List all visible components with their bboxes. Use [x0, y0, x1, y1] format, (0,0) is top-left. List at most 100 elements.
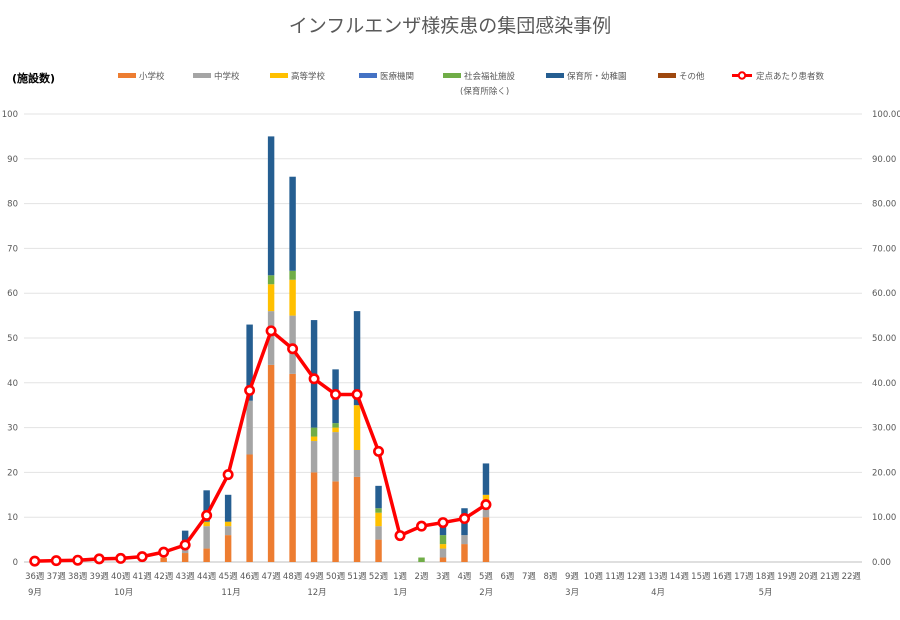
- bar-segment: [289, 279, 296, 316]
- bar-segment: [375, 539, 382, 562]
- legend-swatch: [359, 73, 377, 78]
- right-tick-label: 30.00: [872, 424, 896, 434]
- category-label: 9週: [565, 572, 579, 582]
- legend-label: 高等学校: [291, 71, 326, 82]
- legend-swatch: [193, 73, 211, 78]
- line-point: [136, 551, 148, 563]
- left-tick-label: 20: [7, 468, 18, 478]
- bar-segment: [289, 176, 296, 271]
- left-tick-label: 40: [7, 379, 18, 389]
- category-label: 6週: [501, 572, 515, 582]
- month-label: 9月: [28, 588, 42, 598]
- month-label: 12月: [307, 588, 326, 598]
- line-point: [351, 388, 363, 400]
- month-label: 10月: [114, 588, 133, 598]
- bar-segment: [375, 485, 382, 509]
- right-tick-label: 70.00: [872, 244, 896, 254]
- bar-segment: [310, 441, 318, 473]
- bar-segment: [332, 481, 339, 562]
- bar-segment: [203, 548, 210, 562]
- category-label: 40週: [111, 572, 131, 582]
- legend-line-marker: [737, 71, 747, 80]
- left-tick-label: 100: [2, 110, 18, 120]
- bar-segment: [289, 373, 296, 562]
- left-tick-label: 30: [7, 424, 18, 434]
- left-tick-label: 80: [7, 200, 18, 210]
- category-label: 37週: [47, 572, 67, 582]
- month-label: 1月: [393, 588, 407, 598]
- category-label: 18週: [756, 572, 776, 582]
- right-tick-label: 50.00: [872, 334, 896, 344]
- bar-segment: [246, 324, 253, 401]
- right-axis-ticks: 0.00 10.00 20.00 30.00 40.00 50.00 60.00 70.00 8…: [872, 110, 900, 568]
- bar-segment: [332, 423, 339, 428]
- bar-segment: [267, 311, 275, 365]
- bar-segment: [375, 508, 382, 513]
- line-point: [222, 469, 234, 481]
- category-label: 16週: [713, 572, 733, 582]
- bar-segment: [439, 535, 447, 545]
- category-label: 2週: [415, 572, 429, 582]
- left-tick-label: 70: [7, 244, 18, 254]
- line-point: [244, 384, 256, 396]
- bar-segment: [224, 521, 232, 527]
- bar-segment: [267, 136, 275, 276]
- bar-segment: [332, 432, 339, 482]
- bar-segment: [246, 400, 253, 455]
- legend-label: 中学校: [214, 71, 240, 82]
- category-label: 13週: [648, 572, 668, 582]
- month-label: 11月: [221, 588, 240, 598]
- line-point: [330, 388, 342, 400]
- left-axis-ticks: 0 10 20 30 40 50 60 70 80 90 100: [2, 110, 18, 568]
- bar-segment: [310, 472, 318, 562]
- legend-label: 小学校: [139, 71, 165, 82]
- category-label: 11週: [605, 572, 625, 582]
- bar-segment: [332, 427, 339, 433]
- category-label: 1週: [393, 572, 407, 582]
- legend-sub-note: (保育所除く): [460, 86, 509, 97]
- line-point: [394, 530, 406, 542]
- line-point: [179, 539, 191, 551]
- line-point: [437, 517, 449, 529]
- category-label: 22週: [842, 572, 862, 582]
- right-tick-label: 60.00: [872, 289, 896, 299]
- category-label: 48週: [283, 572, 303, 582]
- bar-segment: [353, 405, 361, 450]
- bar-segment: [203, 526, 210, 549]
- category-label: 4週: [458, 572, 472, 582]
- stacked-bars: [160, 136, 490, 562]
- bar-segment: [310, 436, 318, 442]
- bar-segment: [267, 275, 275, 285]
- category-label: 46週: [240, 572, 260, 582]
- bar-segment: [375, 512, 382, 527]
- right-tick-label: 90.00: [872, 155, 896, 165]
- left-tick-label: 50: [7, 334, 18, 344]
- right-tick-label: 20.00: [872, 468, 896, 478]
- bar-segment: [289, 270, 296, 280]
- category-label: 47週: [261, 572, 281, 582]
- legend-label: その他: [679, 71, 705, 82]
- line-point: [115, 552, 127, 564]
- left-axis-label: (施設数): [12, 71, 55, 85]
- legend-label: 社会福祉施設: [464, 71, 516, 82]
- category-label: 17週: [734, 572, 754, 582]
- category-label: 49週: [304, 572, 324, 582]
- line-series: [34, 329, 487, 563]
- month-label: 5月: [759, 588, 773, 598]
- category-label: 7週: [522, 572, 536, 582]
- category-label: 21週: [820, 572, 840, 582]
- bar-segment: [461, 535, 468, 545]
- bar-segment: [461, 544, 468, 562]
- category-label: 10週: [584, 572, 604, 582]
- category-label: 12週: [627, 572, 647, 582]
- category-label: 45週: [218, 572, 238, 582]
- bar-segment: [224, 526, 232, 536]
- right-tick-label: 100.00: [872, 110, 900, 120]
- right-tick-label: 40.00: [872, 379, 896, 389]
- bar-segment: [224, 494, 232, 522]
- category-label: 36週: [25, 572, 45, 582]
- line-point: [201, 509, 213, 521]
- category-label: 50週: [326, 572, 346, 582]
